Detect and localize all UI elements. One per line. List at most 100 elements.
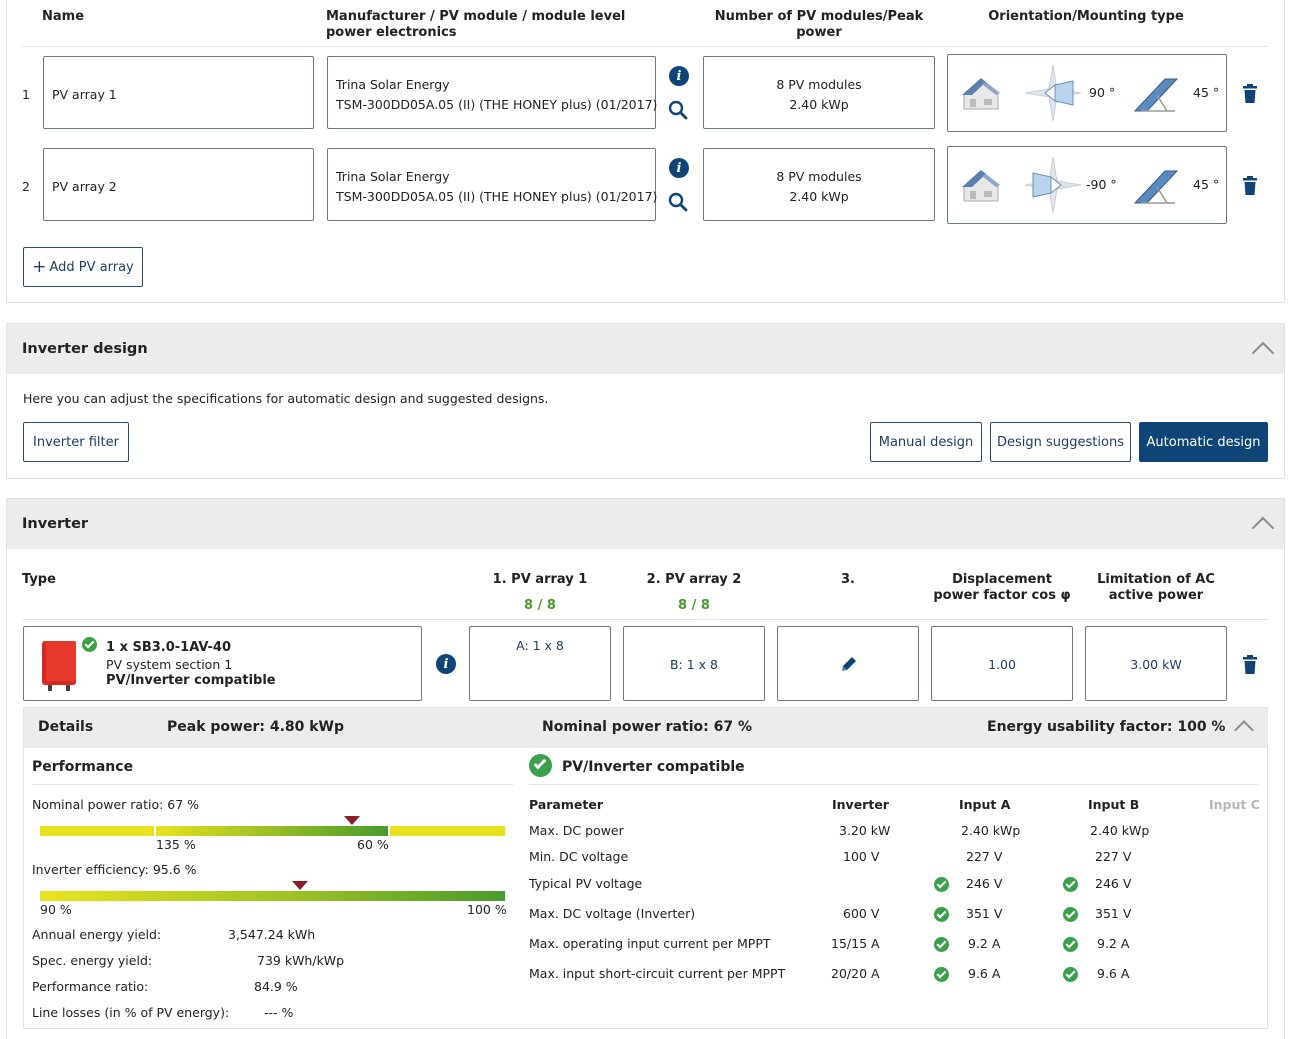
module-selector[interactable]: Trina Solar Energy TSM-300DD05A.05 (II) … <box>327 148 658 221</box>
details-label: Details <box>38 719 94 735</box>
tilt-value: 45 ° <box>1193 85 1220 100</box>
inverter-value: 15/15 A <box>831 936 880 951</box>
input-a-value: 227 V <box>966 849 1003 864</box>
compat-divider <box>529 784 1259 785</box>
info-icon[interactable]: i <box>669 66 689 86</box>
input-c-field[interactable] <box>777 626 919 701</box>
check-icon <box>934 877 949 892</box>
ratio-tick-left: 135 % <box>156 837 196 852</box>
check-icon <box>1063 967 1078 982</box>
inverter-design-header[interactable]: Inverter design <box>7 324 1284 374</box>
input-b-value: 9.6 A <box>1097 966 1130 981</box>
details-usability: Energy usability factor: 100 % <box>987 719 1226 735</box>
inverter-filter-button[interactable]: Inverter filter <box>23 422 129 462</box>
check-icon <box>1063 877 1078 892</box>
tilt-panel-icon <box>1133 170 1179 204</box>
header-limit: Limitation of AC active power <box>1097 572 1215 603</box>
header-divider <box>22 46 1268 47</box>
azimuth-value: 90 ° <box>1089 85 1116 100</box>
peak-power: 2.40 kWp <box>789 189 849 204</box>
inverter-section: PV system section 1 <box>106 657 233 672</box>
efficiency-min: 90 % <box>40 902 72 917</box>
param-label: Max. DC power <box>529 823 624 838</box>
gauge-segment-left <box>40 826 154 836</box>
orientation-field[interactable]: -90 ° 45 ° <box>947 146 1227 224</box>
check-icon <box>934 937 949 952</box>
input-b-field[interactable]: B: 1 x 8 <box>623 626 765 701</box>
stat-label: Spec. energy yield: <box>32 953 153 968</box>
module-count-field[interactable]: 8 PV modules 2.40 kWp <box>703 148 935 221</box>
input-b-value: 246 V <box>1095 876 1132 891</box>
inverter-device-icon <box>42 641 76 691</box>
row-index: 2 <box>22 179 30 194</box>
chevron-up-icon[interactable] <box>1251 341 1275 365</box>
inverter-type-card[interactable]: 1 x SB3.0-1AV-40 PV system section 1 PV/… <box>23 626 422 701</box>
pv2-count: 8 / 8 <box>678 598 710 613</box>
inverter-design-title: Inverter design <box>22 341 148 357</box>
input-a-field[interactable]: A: 1 x 8 <box>469 626 611 701</box>
info-icon[interactable]: i <box>436 654 456 674</box>
search-icon[interactable] <box>668 192 688 212</box>
cosphi-field[interactable]: 1.00 <box>931 626 1073 701</box>
pv-array-name-input[interactable]: PV array 1 <box>43 56 314 129</box>
delete-icon[interactable] <box>1242 176 1258 196</box>
details-peak: Peak power: 4.80 kWp <box>167 719 345 735</box>
compat-title: PV/Inverter compatible <box>562 759 745 775</box>
details-container <box>23 707 1268 1029</box>
check-icon <box>934 907 949 922</box>
param-label: Typical PV voltage <box>529 876 643 891</box>
efficiency-marker-icon <box>292 881 309 890</box>
delete-icon[interactable] <box>1242 655 1258 675</box>
efficiency-max: 100 % <box>467 902 507 917</box>
automatic-design-button[interactable]: Automatic design <box>1139 422 1268 462</box>
inverter-status: PV/Inverter compatible <box>106 673 276 688</box>
check-icon <box>934 967 949 982</box>
module-text: TSM-300DD05A.05 (II) (THE HONEY plus) (0… <box>336 189 658 204</box>
input-a-value: A: 1 x 8 <box>516 638 564 653</box>
compass-arrow-icon <box>1024 64 1082 122</box>
compat-header: Parameter <box>529 797 603 812</box>
search-icon[interactable] <box>668 100 688 120</box>
delete-icon[interactable] <box>1242 84 1258 104</box>
inverter-design-description: Here you can adjust the specifications f… <box>23 391 549 406</box>
input-b-value: 351 V <box>1095 906 1132 921</box>
inverter-header[interactable]: Inverter <box>7 499 1284 549</box>
header-pv2: 2. PV array 2 <box>646 572 742 587</box>
stat-value: 3,547.24 kWh <box>228 927 316 942</box>
input-b-value: 2.40 kWp <box>1090 823 1150 838</box>
ac-limit-field[interactable]: 3.00 kW <box>1085 626 1227 701</box>
header-modules: Number of PV modules/Peak power <box>714 9 924 40</box>
orientation-field[interactable]: 90 ° 45 ° <box>947 54 1227 132</box>
compatible-check-icon <box>82 637 97 652</box>
chevron-up-icon[interactable] <box>1234 720 1254 740</box>
tilt-panel-icon <box>1133 78 1179 112</box>
compat-header: Input C <box>1209 797 1260 812</box>
pv-array-name-input[interactable]: PV array 2 <box>43 148 314 221</box>
tilt-value: 45 ° <box>1193 177 1220 192</box>
input-b-value: 9.2 A <box>1097 936 1130 951</box>
stat-value: 84.9 % <box>254 979 298 994</box>
header-pv1: 1. PV array 1 <box>492 572 588 587</box>
input-a-value: 2.40 kWp <box>961 823 1021 838</box>
manual-design-button[interactable]: Manual design <box>870 422 982 462</box>
compat-header: Input A <box>959 797 1011 812</box>
details-header[interactable]: Details Peak power: 4.80 kWp Nominal pow… <box>24 708 1267 748</box>
module-selector[interactable]: Trina Solar Energy TSM-300DD05A.05 (II) … <box>327 56 657 129</box>
add-pv-array-label: Add PV array <box>49 259 134 275</box>
info-icon[interactable]: i <box>669 158 689 178</box>
chevron-up-icon[interactable] <box>1251 516 1275 540</box>
input-b-value: B: 1 x 8 <box>669 657 718 672</box>
param-label: Max. operating input current per MPPT <box>529 936 771 951</box>
inverter-value: 20/20 A <box>831 966 880 981</box>
module-count: 8 PV modules <box>776 77 862 92</box>
manufacturer-text: Trina Solar Energy <box>336 77 450 92</box>
module-count-field[interactable]: 8 PV modules 2.40 kWp <box>703 56 935 129</box>
pencil-icon[interactable] <box>840 655 858 673</box>
stat-label: Annual energy yield: <box>32 927 162 942</box>
input-a-value: 246 V <box>966 876 1003 891</box>
design-suggestions-button[interactable]: Design suggestions <box>990 422 1131 462</box>
add-pv-array-button[interactable]: + Add PV array <box>23 247 143 287</box>
inverter-value: 600 V <box>843 906 880 921</box>
azimuth-value: -90 ° <box>1086 177 1117 192</box>
module-count: 8 PV modules <box>776 169 862 184</box>
